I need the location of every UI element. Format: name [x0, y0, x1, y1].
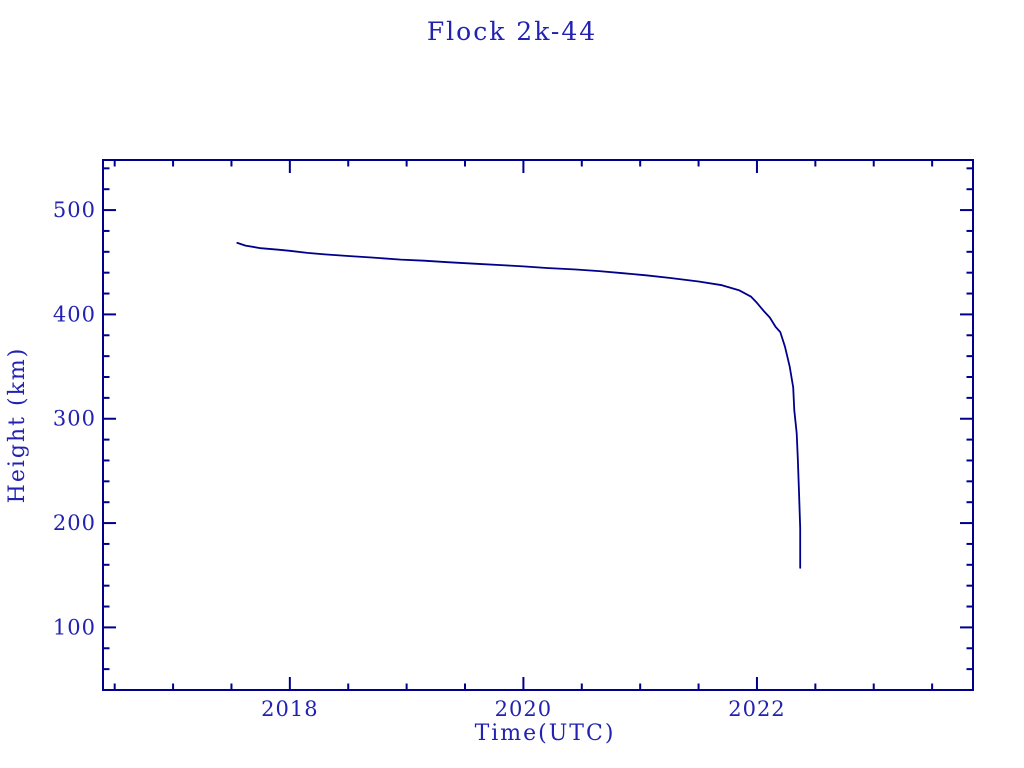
- tick-labels: 2018 2020 2022 100 200 300 400 500: [53, 198, 785, 721]
- y-tick-label: 200: [53, 511, 96, 535]
- y-tick-label: 500: [53, 198, 96, 222]
- plot-frame: [102, 159, 974, 691]
- height-decay-curve: [236, 241, 802, 569]
- x-axis-label: Time(UTC): [475, 721, 616, 746]
- data-series: [236, 241, 802, 569]
- plot-border: [102, 159, 974, 691]
- y-tick-label: 300: [53, 407, 96, 431]
- y-tick-label: 100: [53, 615, 96, 639]
- axis-ticks: [103, 160, 973, 690]
- y-tick-label: 400: [53, 302, 96, 326]
- x-tick-label: 2018: [261, 697, 318, 721]
- x-tick-label: 2020: [495, 697, 552, 721]
- chart-title: Flock 2k-44: [427, 17, 597, 46]
- y-axis-label: Height (km): [5, 347, 30, 504]
- x-tick-label: 2022: [728, 697, 785, 721]
